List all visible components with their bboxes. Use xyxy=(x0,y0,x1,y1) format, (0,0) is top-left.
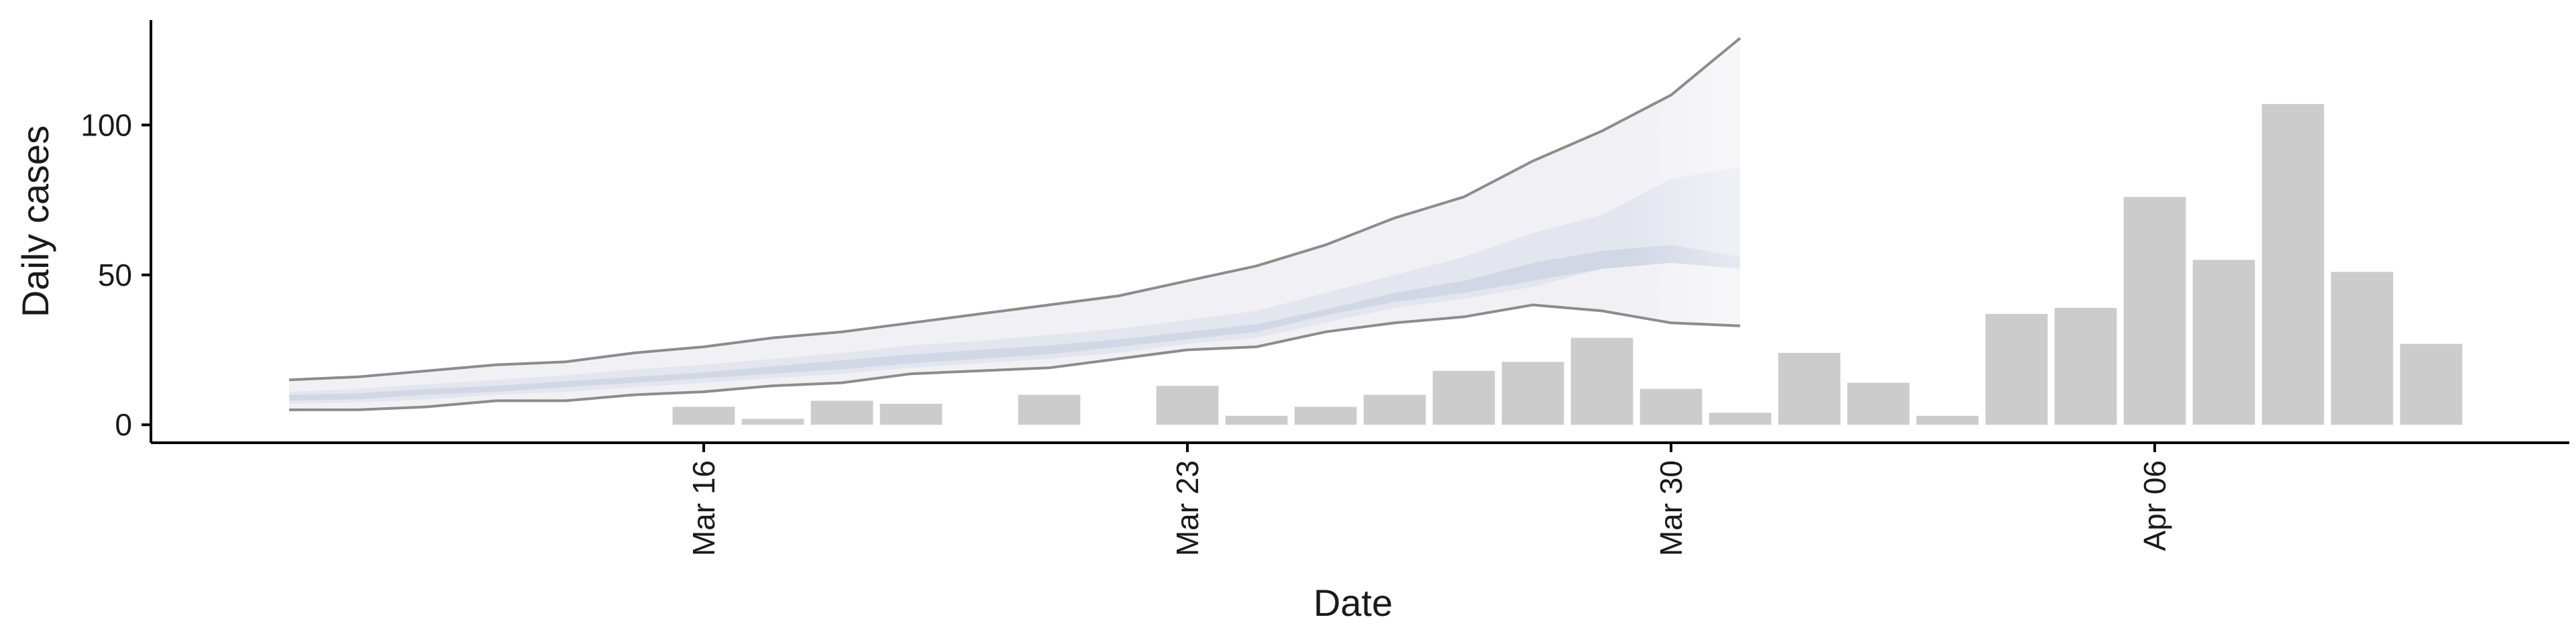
bar xyxy=(1985,313,2048,425)
bar xyxy=(810,400,873,425)
x-tick-label: Mar 23 xyxy=(1170,460,1205,556)
forecast-band-90 xyxy=(289,38,1740,410)
bar xyxy=(2330,272,2394,425)
bar xyxy=(1847,382,1910,425)
bar xyxy=(1225,415,1288,425)
x-tick-label: Mar 30 xyxy=(1654,460,1688,556)
bar xyxy=(2192,260,2255,425)
bar xyxy=(1294,407,1357,425)
x-axis-title: Date xyxy=(1313,582,1393,624)
bar xyxy=(741,419,804,425)
bar xyxy=(1018,394,1081,425)
bar xyxy=(879,403,943,425)
bar xyxy=(2123,197,2186,425)
bar xyxy=(1501,362,1564,425)
bar xyxy=(2400,343,2463,425)
bar xyxy=(1778,353,1841,425)
y-axis-title: Daily cases xyxy=(14,125,56,317)
y-ticks: 0 50 100 xyxy=(80,107,151,442)
y-tick-label: 0 xyxy=(115,407,132,442)
forecast-upper-line xyxy=(288,37,1741,382)
y-tick-label: 100 xyxy=(80,107,132,142)
bar xyxy=(1709,413,1772,425)
x-ticks: Mar 16 Mar 23 Mar 30 Apr 06 xyxy=(686,443,2172,556)
forecast-outline xyxy=(288,37,1741,411)
bar xyxy=(1570,337,1633,425)
bar xyxy=(1432,370,1495,425)
bar xyxy=(672,407,735,425)
bar xyxy=(1640,388,1703,425)
bar xyxy=(2054,307,2117,425)
y-tick-label: 50 xyxy=(98,258,132,292)
forecast-lower-line xyxy=(289,303,1741,411)
x-tick-label: Apr 06 xyxy=(2137,460,2172,551)
bar xyxy=(1156,386,1219,425)
bar xyxy=(2261,104,2324,425)
x-tick-label: Mar 16 xyxy=(686,460,721,556)
axes xyxy=(150,20,2569,444)
bar xyxy=(1916,415,1979,425)
observed-bars xyxy=(672,104,2463,425)
bar xyxy=(1363,394,1426,425)
